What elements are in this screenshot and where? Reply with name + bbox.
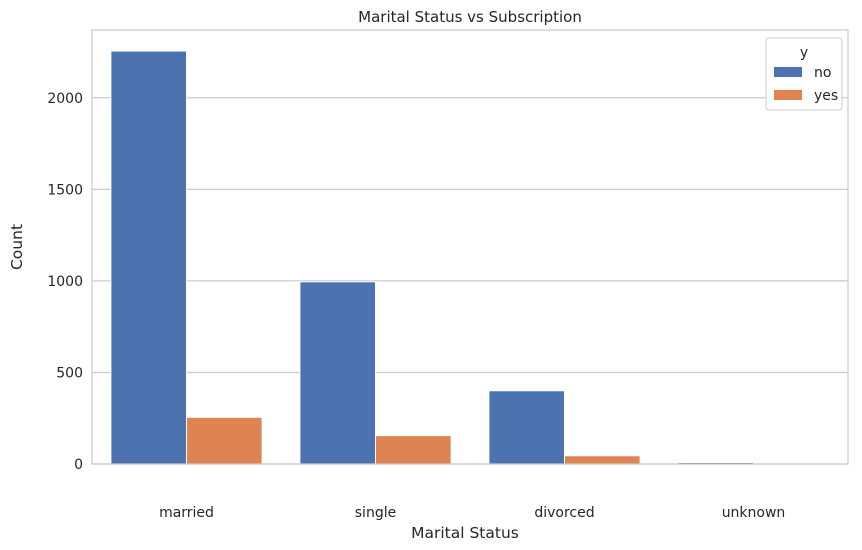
x-tick-label: unknown — [722, 505, 786, 521]
y-tick-label: 2000 — [47, 91, 83, 107]
grid-lines — [92, 97, 848, 465]
y-tick-label: 1500 — [47, 182, 83, 198]
x-tick-label: divorced — [534, 505, 594, 521]
legend-swatch-yes — [774, 90, 802, 100]
y-tick-labels: 0 500 1000 1500 2000 — [47, 91, 83, 473]
bar-married-no — [110, 50, 187, 465]
y-axis-label: Count — [8, 224, 26, 270]
bar-single-no — [299, 281, 376, 465]
legend: y no yes — [765, 37, 843, 111]
y-tick-label: 500 — [56, 365, 83, 381]
bar-married-yes — [186, 416, 263, 465]
bar-single-yes — [375, 435, 452, 465]
plot-frame — [91, 29, 849, 465]
bar-divorced-no — [488, 390, 565, 465]
bars — [110, 50, 755, 465]
bar-divorced-yes — [564, 455, 641, 465]
x-tick-label: married — [159, 505, 214, 521]
legend-swatch-no — [774, 67, 802, 77]
x-tick-labels: married single divorced unknown — [159, 505, 785, 521]
legend-title: y — [800, 45, 808, 61]
y-tick-label: 0 — [74, 457, 83, 473]
legend-label-no: no — [814, 65, 831, 81]
x-axis-label: Marital Status — [411, 524, 519, 542]
chart-title: Marital Status vs Subscription — [358, 8, 582, 26]
legend-label-yes: yes — [814, 88, 838, 104]
x-tick-label: single — [355, 505, 396, 521]
y-tick-label: 1000 — [47, 274, 83, 290]
